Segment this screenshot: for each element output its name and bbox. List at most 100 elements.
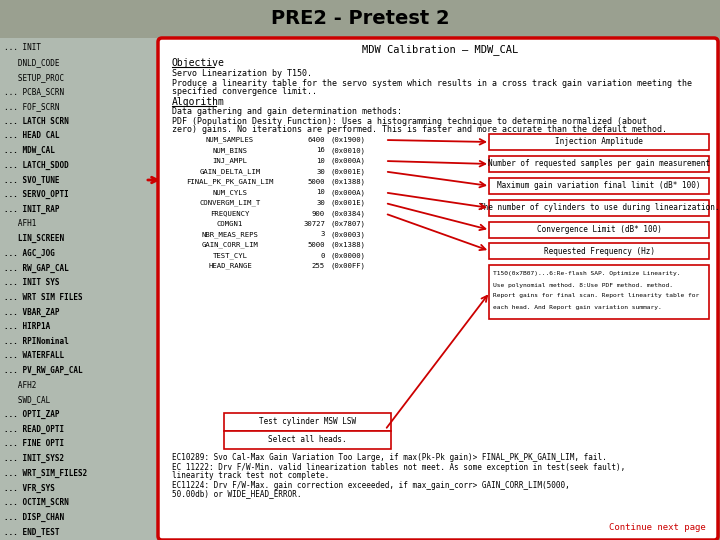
Text: GAIN_DELTA_LIM: GAIN_DELTA_LIM	[199, 168, 261, 175]
Text: (0x7807): (0x7807)	[330, 221, 365, 227]
Text: ... SVO_TUNE: ... SVO_TUNE	[4, 176, 60, 185]
Text: ... RW_GAP_CAL: ... RW_GAP_CAL	[4, 264, 68, 273]
Text: ... INIT SYS: ... INIT SYS	[4, 278, 60, 287]
Text: ... HEAD CAL: ... HEAD CAL	[4, 132, 60, 140]
Text: NBR_MEAS_REPS: NBR_MEAS_REPS	[202, 231, 258, 238]
Text: (0x001E): (0x001E)	[330, 200, 365, 206]
Text: Test cylinder MSW LSW: Test cylinder MSW LSW	[259, 417, 356, 427]
Text: Requested Frequency (Hz): Requested Frequency (Hz)	[544, 246, 654, 255]
Text: ... WATERFALL: ... WATERFALL	[4, 352, 64, 361]
Text: LIN_SCREEN: LIN_SCREEN	[4, 234, 64, 243]
Text: (0x000A): (0x000A)	[330, 189, 365, 195]
Text: HEAD_RANGE: HEAD_RANGE	[208, 262, 252, 269]
FancyBboxPatch shape	[224, 413, 391, 431]
Text: specified convergence limit..: specified convergence limit..	[172, 87, 317, 97]
FancyBboxPatch shape	[158, 38, 718, 540]
Text: CONVERGM_LIM_T: CONVERGM_LIM_T	[199, 200, 261, 206]
Bar	[0, 38, 160, 540]
FancyBboxPatch shape	[489, 243, 709, 259]
Text: FREQUENCY: FREQUENCY	[210, 211, 250, 217]
Text: Injection Amplitude: Injection Amplitude	[555, 138, 643, 146]
FancyBboxPatch shape	[489, 134, 709, 150]
Text: zero) gains. No iterations are performed. This is faster and more accurate than : zero) gains. No iterations are performed…	[172, 125, 667, 134]
Text: ... FOF_SCRN: ... FOF_SCRN	[4, 102, 60, 111]
Text: 30: 30	[316, 168, 325, 174]
Text: NUM_CYLS: NUM_CYLS	[212, 189, 248, 196]
Text: 16: 16	[316, 147, 325, 153]
Text: PDF (Population Desity Function): Uses a histogramming technique to determine no: PDF (Population Desity Function): Uses a…	[172, 117, 647, 125]
Text: ... PCBA_SCRN: ... PCBA_SCRN	[4, 87, 64, 97]
Text: EC11224: Drv F/W-Max. gain correction exceeeded, if max_gain_corr> GAIN_CORR_LIM: EC11224: Drv F/W-Max. gain correction ex…	[172, 481, 570, 489]
Text: 5000: 5000	[307, 179, 325, 185]
Text: ... OCTIM_SCRN: ... OCTIM_SCRN	[4, 498, 68, 507]
Text: 5000: 5000	[307, 242, 325, 248]
Text: 900: 900	[312, 211, 325, 217]
Text: 30: 30	[316, 200, 325, 206]
Text: ... INIT_SYS2: ... INIT_SYS2	[4, 454, 64, 463]
Text: (0x000A): (0x000A)	[330, 158, 365, 164]
Text: Continue next page: Continue next page	[609, 523, 706, 532]
FancyBboxPatch shape	[489, 156, 709, 172]
Text: GAIN_CORR_LIM: GAIN_CORR_LIM	[202, 242, 258, 248]
Text: (0x0003): (0x0003)	[330, 231, 365, 238]
FancyBboxPatch shape	[489, 222, 709, 238]
FancyBboxPatch shape	[489, 200, 709, 216]
Text: each head. And Report gain variation summary.: each head. And Report gain variation sum…	[493, 305, 662, 309]
Text: 3: 3	[320, 232, 325, 238]
Text: (0x1900): (0x1900)	[330, 137, 365, 143]
Text: ... WRT_SIM_FILES2: ... WRT_SIM_FILES2	[4, 469, 87, 478]
Text: (0x001E): (0x001E)	[330, 168, 365, 175]
Text: AFH2: AFH2	[4, 381, 37, 390]
Text: ... SERVO_OPTI: ... SERVO_OPTI	[4, 190, 68, 199]
Text: 10: 10	[316, 158, 325, 164]
Text: DNLD_CODE: DNLD_CODE	[4, 58, 60, 67]
Text: ... OPTI_ZAP: ... OPTI_ZAP	[4, 410, 60, 419]
Text: 50.00db) or WIDE_HEAD_ERROR.: 50.00db) or WIDE_HEAD_ERROR.	[172, 489, 302, 498]
Text: Maximum gain variation final limit (dB* 100): Maximum gain variation final limit (dB* …	[498, 181, 701, 191]
Text: ... MDW_CAL: ... MDW_CAL	[4, 146, 55, 155]
Text: 10: 10	[316, 190, 325, 195]
Text: (0x1388): (0x1388)	[330, 242, 365, 248]
Text: (0x0010): (0x0010)	[330, 147, 365, 154]
Text: (0x1388): (0x1388)	[330, 179, 365, 185]
Text: ... INIT: ... INIT	[4, 44, 41, 52]
Text: ... HIRP1A: ... HIRP1A	[4, 322, 50, 331]
Bar	[0, 0, 720, 38]
Text: ... DISP_CHAN: ... DISP_CHAN	[4, 513, 64, 522]
Text: ... VBAR_ZAP: ... VBAR_ZAP	[4, 307, 60, 316]
Text: SETUP_PROC: SETUP_PROC	[4, 73, 64, 82]
Text: ... READ_OPTI: ... READ_OPTI	[4, 425, 64, 434]
Text: Algorithm: Algorithm	[172, 97, 225, 107]
Text: ... INIT_RAP: ... INIT_RAP	[4, 205, 60, 214]
Text: Convergence Limit (dB* 100): Convergence Limit (dB* 100)	[536, 226, 662, 234]
Text: FINAL_PK_PK_GAIN_LIM: FINAL_PK_PK_GAIN_LIM	[186, 179, 274, 185]
Text: ... RPINominal: ... RPINominal	[4, 337, 68, 346]
Text: (0x0000): (0x0000)	[330, 252, 365, 259]
Text: Objective: Objective	[172, 58, 225, 68]
FancyBboxPatch shape	[224, 431, 391, 449]
Text: ... END_TEST: ... END_TEST	[4, 528, 60, 537]
Text: COMGN1: COMGN1	[217, 221, 243, 227]
Text: Select all heads.: Select all heads.	[268, 435, 347, 444]
FancyBboxPatch shape	[489, 265, 709, 319]
Text: INJ_AMPL: INJ_AMPL	[212, 158, 248, 164]
Text: Use polynomial method. 8:Use PDF method. method.: Use polynomial method. 8:Use PDF method.…	[493, 282, 673, 287]
Text: AFH1: AFH1	[4, 219, 37, 228]
Text: NUM_BINS: NUM_BINS	[212, 147, 248, 154]
Text: Number of requested samples per gain measurement: Number of requested samples per gain mea…	[488, 159, 710, 168]
Text: 6400: 6400	[307, 137, 325, 143]
Text: Data gathering and gain determination methods:: Data gathering and gain determination me…	[172, 107, 402, 117]
Text: Report gains for final scan. Report linearity table for: Report gains for final scan. Report line…	[493, 294, 699, 299]
Text: MDW Calibration – MDW_CAL: MDW Calibration – MDW_CAL	[362, 44, 518, 56]
Text: SWD_CAL: SWD_CAL	[4, 395, 50, 404]
Text: ... VFR_SYS: ... VFR_SYS	[4, 483, 55, 492]
Text: ... AGC_JOG: ... AGC_JOG	[4, 249, 55, 258]
Text: (0x0384): (0x0384)	[330, 210, 365, 217]
Text: ... PV_RW_GAP_CAL: ... PV_RW_GAP_CAL	[4, 366, 83, 375]
Text: ... LATCH SCRN: ... LATCH SCRN	[4, 117, 68, 126]
Text: EC 11222: Drv F/W-Min. valid linearization tables not meet. As some exception in: EC 11222: Drv F/W-Min. valid linearizati…	[172, 462, 625, 471]
Text: T150(0x7B07)...6:Re-flash SAP. Optimize Linearity.: T150(0x7B07)...6:Re-flash SAP. Optimize …	[493, 272, 680, 276]
Text: PRE2 - Pretest 2: PRE2 - Pretest 2	[271, 10, 449, 29]
Text: Produce a linearity table for the servo system which results in a cross track ga: Produce a linearity table for the servo …	[172, 78, 692, 87]
Text: The number of cylinders to use during linearization.: The number of cylinders to use during li…	[479, 204, 719, 213]
